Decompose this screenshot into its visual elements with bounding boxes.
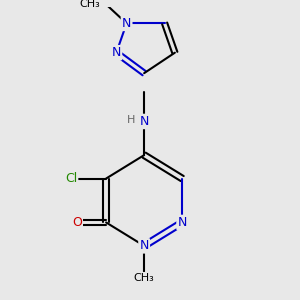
Text: N: N bbox=[122, 17, 131, 30]
Text: N: N bbox=[140, 115, 149, 128]
Text: O: O bbox=[72, 216, 82, 229]
Text: Cl: Cl bbox=[65, 172, 77, 185]
Text: N: N bbox=[140, 239, 149, 252]
Text: CH₃: CH₃ bbox=[80, 0, 100, 9]
Text: H: H bbox=[127, 115, 135, 125]
Text: N: N bbox=[112, 46, 121, 59]
Text: N: N bbox=[178, 216, 187, 229]
Text: CH₃: CH₃ bbox=[134, 273, 154, 283]
